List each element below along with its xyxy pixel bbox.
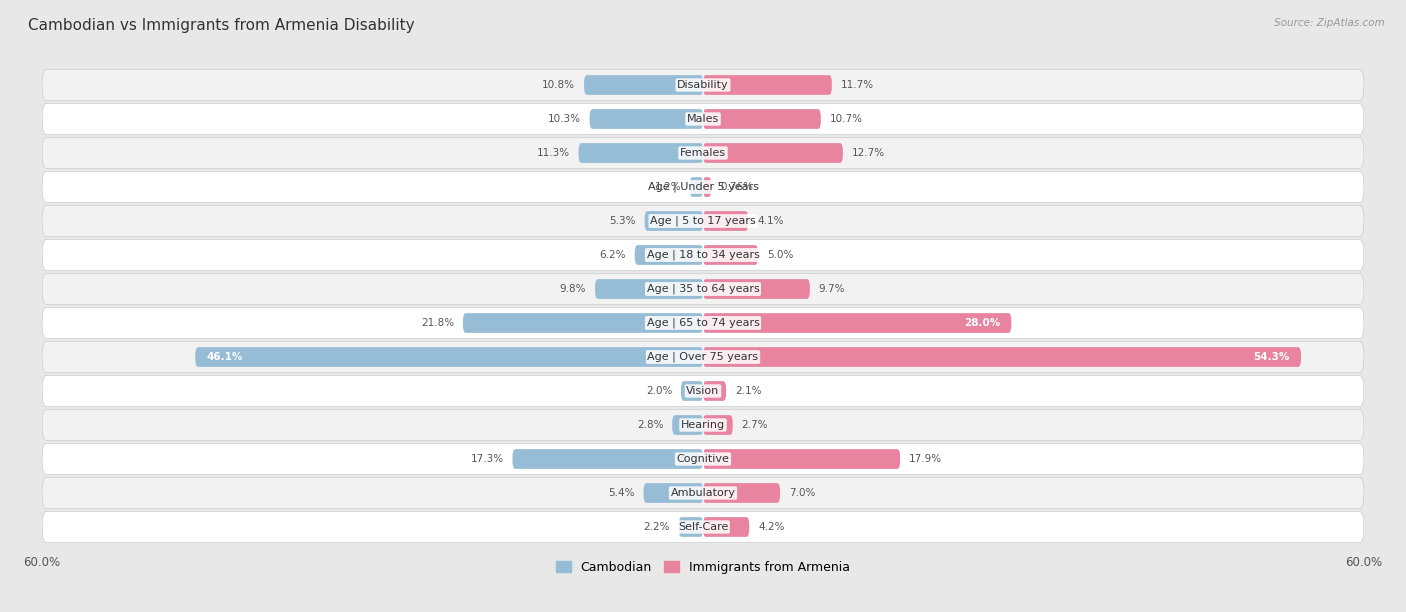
Text: Disability: Disability [678,80,728,90]
FancyBboxPatch shape [690,177,703,197]
Text: Self-Care: Self-Care [678,522,728,532]
Text: 54.3%: 54.3% [1254,352,1291,362]
Text: Source: ZipAtlas.com: Source: ZipAtlas.com [1274,18,1385,28]
Text: 5.3%: 5.3% [609,216,636,226]
FancyBboxPatch shape [703,381,725,401]
FancyBboxPatch shape [42,274,1364,305]
Text: Cambodian vs Immigrants from Armenia Disability: Cambodian vs Immigrants from Armenia Dis… [28,18,415,34]
Text: 11.3%: 11.3% [537,148,569,158]
FancyBboxPatch shape [703,517,749,537]
Text: Age | 5 to 17 years: Age | 5 to 17 years [650,216,756,226]
Text: Cognitive: Cognitive [676,454,730,464]
FancyBboxPatch shape [634,245,703,265]
Text: 5.4%: 5.4% [609,488,634,498]
Text: Age | 65 to 74 years: Age | 65 to 74 years [647,318,759,328]
FancyBboxPatch shape [595,279,703,299]
FancyBboxPatch shape [703,109,821,129]
Text: 10.7%: 10.7% [830,114,863,124]
FancyBboxPatch shape [644,483,703,503]
Text: Hearing: Hearing [681,420,725,430]
FancyBboxPatch shape [703,347,1301,367]
Text: 17.3%: 17.3% [471,454,503,464]
Text: Age | Under 5 years: Age | Under 5 years [648,182,758,192]
FancyBboxPatch shape [589,109,703,129]
Text: Ambulatory: Ambulatory [671,488,735,498]
Text: 2.8%: 2.8% [637,420,664,430]
Text: Vision: Vision [686,386,720,396]
FancyBboxPatch shape [42,103,1364,135]
FancyBboxPatch shape [703,245,758,265]
FancyBboxPatch shape [703,177,711,197]
FancyBboxPatch shape [42,137,1364,169]
Text: 11.7%: 11.7% [841,80,873,90]
FancyBboxPatch shape [42,171,1364,203]
FancyBboxPatch shape [703,143,842,163]
Text: 4.1%: 4.1% [756,216,783,226]
FancyBboxPatch shape [42,206,1364,237]
FancyBboxPatch shape [195,347,703,367]
Text: 2.0%: 2.0% [645,386,672,396]
Text: 9.8%: 9.8% [560,284,586,294]
Text: 10.8%: 10.8% [543,80,575,90]
FancyBboxPatch shape [42,69,1364,100]
Text: 21.8%: 21.8% [420,318,454,328]
FancyBboxPatch shape [42,477,1364,509]
FancyBboxPatch shape [42,307,1364,338]
Text: 2.1%: 2.1% [735,386,762,396]
FancyBboxPatch shape [703,449,900,469]
Text: Age | 35 to 64 years: Age | 35 to 64 years [647,284,759,294]
FancyBboxPatch shape [703,211,748,231]
FancyBboxPatch shape [679,517,703,537]
Text: 10.3%: 10.3% [548,114,581,124]
Text: Females: Females [681,148,725,158]
Text: 5.0%: 5.0% [766,250,793,260]
FancyBboxPatch shape [42,239,1364,271]
FancyBboxPatch shape [42,443,1364,475]
Text: 2.7%: 2.7% [741,420,768,430]
FancyBboxPatch shape [42,375,1364,406]
FancyBboxPatch shape [681,381,703,401]
FancyBboxPatch shape [703,483,780,503]
Text: 7.0%: 7.0% [789,488,815,498]
FancyBboxPatch shape [583,75,703,95]
FancyBboxPatch shape [672,415,703,435]
FancyBboxPatch shape [703,415,733,435]
Text: Age | 18 to 34 years: Age | 18 to 34 years [647,250,759,260]
Text: Males: Males [688,114,718,124]
Text: 12.7%: 12.7% [852,148,884,158]
FancyBboxPatch shape [42,409,1364,441]
Legend: Cambodian, Immigrants from Armenia: Cambodian, Immigrants from Armenia [551,556,855,579]
FancyBboxPatch shape [463,313,703,333]
Text: 17.9%: 17.9% [908,454,942,464]
FancyBboxPatch shape [703,313,1011,333]
Text: 28.0%: 28.0% [965,318,1001,328]
Text: 9.7%: 9.7% [818,284,845,294]
Text: 6.2%: 6.2% [599,250,626,260]
FancyBboxPatch shape [42,512,1364,543]
FancyBboxPatch shape [42,341,1364,373]
FancyBboxPatch shape [578,143,703,163]
Text: 2.2%: 2.2% [644,522,669,532]
FancyBboxPatch shape [703,75,832,95]
FancyBboxPatch shape [512,449,703,469]
Text: 46.1%: 46.1% [207,352,243,362]
Text: 0.76%: 0.76% [720,182,754,192]
Text: Age | Over 75 years: Age | Over 75 years [648,352,758,362]
FancyBboxPatch shape [644,211,703,231]
FancyBboxPatch shape [703,279,810,299]
Text: 1.2%: 1.2% [654,182,681,192]
Text: 4.2%: 4.2% [758,522,785,532]
